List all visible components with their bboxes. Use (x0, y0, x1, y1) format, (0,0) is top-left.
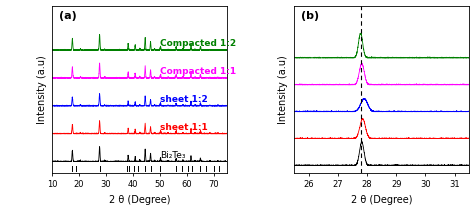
Text: sheet 1:1: sheet 1:1 (160, 123, 208, 132)
X-axis label: 2 θ (Degree): 2 θ (Degree) (351, 195, 412, 205)
X-axis label: 2 θ (Degree): 2 θ (Degree) (109, 195, 171, 205)
Text: Bi₂Te₃: Bi₂Te₃ (160, 151, 185, 160)
Text: (b): (b) (301, 11, 319, 21)
Text: (a): (a) (59, 11, 77, 21)
Y-axis label: Intensity (a.u): Intensity (a.u) (278, 55, 289, 124)
Text: sheet 1:2: sheet 1:2 (160, 95, 208, 104)
Y-axis label: Intensity (a.u): Intensity (a.u) (36, 55, 46, 124)
Text: Compacted 1:1: Compacted 1:1 (160, 67, 236, 76)
Text: Compacted 1:2: Compacted 1:2 (160, 39, 236, 48)
